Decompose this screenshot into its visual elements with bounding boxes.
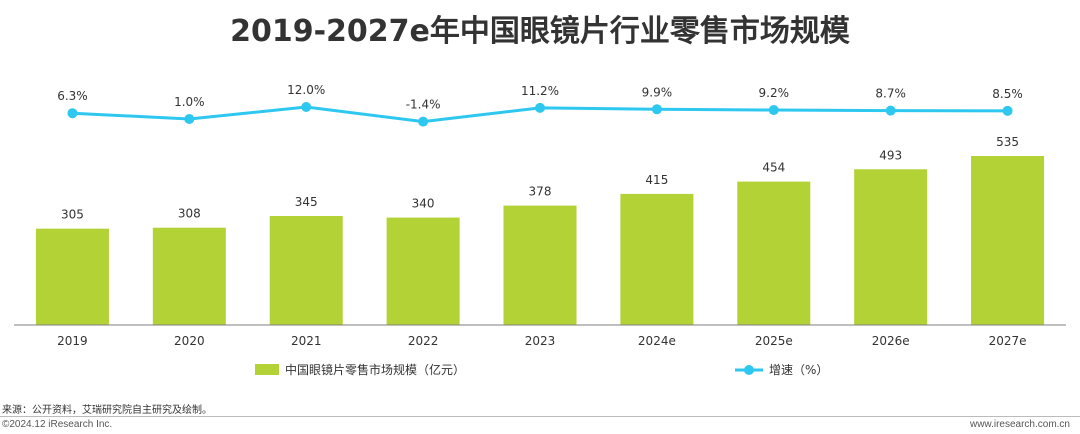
bar-value-label-2021: 345 — [295, 195, 318, 209]
bar-2024e — [620, 193, 694, 325]
bar-2026e — [854, 169, 928, 325]
bar-2025e — [737, 181, 811, 325]
bar-2019 — [35, 228, 109, 325]
bar-2023 — [503, 205, 577, 325]
bar-2027e — [971, 156, 1045, 325]
growth-label-2027e: 8.5% — [992, 87, 1023, 101]
legend-label-line: 增速（%） — [769, 363, 828, 377]
growth-label-2022: -1.4% — [406, 98, 441, 112]
x-tick-label-2020: 2020 — [174, 334, 205, 348]
bar-2022 — [386, 217, 460, 325]
chart: 305 2019 308 2020 345 2021 340 2022 378 2023 415 20… — [14, 83, 1066, 377]
x-tick-label-2019: 2019 — [57, 334, 88, 348]
growth-point-2021 — [301, 102, 312, 113]
growth-label-2019: 6.3% — [57, 89, 88, 103]
growth-label-2023: 11.2% — [521, 84, 559, 98]
legend-label-bar: 中国眼镜片零售市场规模（亿元） — [285, 362, 465, 377]
x-tick-label-2021: 2021 — [291, 334, 322, 348]
growth-point-2024e — [651, 104, 662, 115]
copyright: ©2024.12 iResearch Inc. — [2, 419, 113, 430]
bar-value-label-2026e: 493 — [879, 148, 902, 162]
growth-point-2023 — [535, 102, 545, 113]
bar-2021 — [269, 216, 343, 325]
bar-2020 — [152, 227, 226, 325]
x-tick-label-2026e: 2026e — [872, 334, 910, 348]
x-tick-label-2025e: 2025e — [755, 334, 793, 348]
growth-point-2020 — [184, 114, 195, 124]
source-note: 来源：公开资料，艾瑞研究院自主研究及绘制。 — [2, 405, 212, 416]
x-tick-label-2027e: 2027e — [989, 334, 1027, 348]
bar-value-label-2019: 305 — [61, 208, 84, 222]
bar-value-label-2020: 308 — [178, 207, 201, 221]
website: www.iresearch.com.cn — [969, 419, 1070, 430]
legend-swatch-bar — [255, 364, 279, 375]
bar-value-label-2023: 378 — [529, 185, 552, 199]
growth-label-2021: 12.0% — [287, 83, 325, 97]
legend-swatch-marker — [744, 365, 754, 375]
growth-point-2019 — [67, 108, 78, 119]
growth-point-2025e — [768, 105, 779, 116]
x-tick-label-2024e: 2024e — [638, 334, 676, 348]
growth-point-2027e — [1002, 105, 1013, 116]
footer-divider — [0, 416, 1080, 417]
growth-label-2020: 1.0% — [174, 95, 205, 109]
growth-label-2025e: 9.2% — [759, 86, 790, 100]
growth-point-2026e — [885, 105, 896, 116]
growth-label-2024e: 9.9% — [642, 85, 673, 99]
bar-value-label-2024e: 415 — [645, 173, 668, 187]
bar-value-label-2027e: 535 — [996, 135, 1019, 149]
bar-value-label-2025e: 454 — [762, 161, 785, 175]
chart-title: 2019-2027e年中国眼镜片行业零售市场规模 — [230, 14, 850, 49]
x-tick-label-2023: 2023 — [525, 334, 556, 348]
bar-value-label-2022: 340 — [412, 197, 435, 211]
growth-point-2022 — [418, 116, 429, 127]
growth-label-2026e: 8.7% — [875, 87, 906, 101]
x-tick-label-2022: 2022 — [408, 334, 439, 348]
